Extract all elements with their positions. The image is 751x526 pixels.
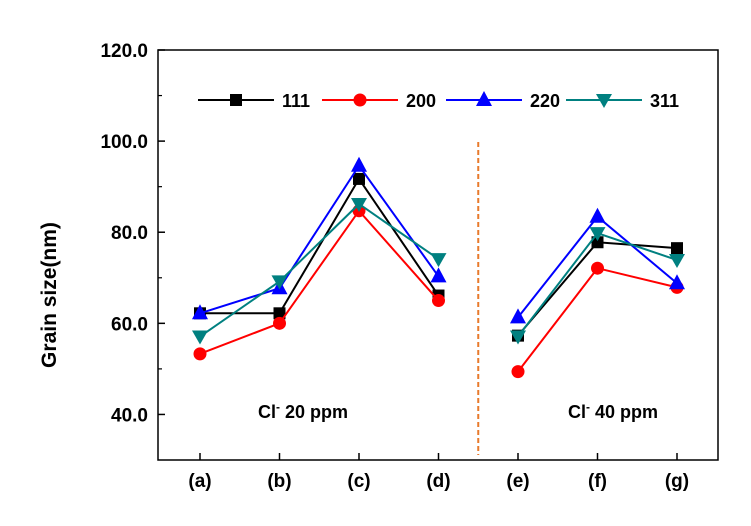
point-311 [271, 275, 288, 290]
point-220 [669, 274, 685, 290]
point-111 [273, 307, 286, 320]
point-220 [476, 91, 492, 106]
point-220 [351, 156, 367, 172]
point-311 [351, 197, 367, 212]
y-tick-label: 80.0 [111, 223, 148, 244]
point-200 [273, 316, 286, 330]
line-200 [517, 267, 678, 373]
legend-item-200: 200 [322, 91, 436, 111]
point-220 [430, 267, 447, 283]
x-tick-label: (c) [347, 471, 370, 492]
x-tick-label: (g) [665, 471, 689, 492]
y-tick-label: 40.0 [111, 405, 148, 426]
point-220 [589, 207, 606, 223]
point-220 [510, 308, 526, 324]
point-311 [510, 330, 526, 345]
point-311 [192, 330, 208, 345]
point-111 [591, 236, 604, 249]
legend-label: 111 [282, 91, 310, 111]
point-220 [192, 304, 208, 320]
point-200 [193, 347, 207, 361]
x-tick-label: (b) [267, 471, 291, 492]
line-111 [200, 177, 440, 315]
x-tick-label: (d) [426, 471, 450, 492]
legend-label: 200 [406, 91, 436, 111]
legend-item-111: 111 [198, 91, 310, 111]
point-311 [589, 227, 606, 242]
point-311 [430, 253, 447, 268]
point-200 [432, 294, 445, 308]
point-111 [671, 242, 683, 255]
y-axis-label: Grain size(nm) [38, 222, 61, 368]
y-tick-label: 120.0 [100, 41, 148, 62]
y-tick-label: 60.0 [111, 314, 148, 335]
line-200 [199, 209, 440, 355]
series-311 [192, 197, 685, 345]
x-tick-label: (e) [506, 471, 529, 492]
x-tick-label: (a) [188, 471, 211, 492]
point-111 [353, 172, 365, 185]
point-200 [353, 93, 367, 107]
series-220 [192, 156, 685, 324]
legend-item-311: 311 [566, 91, 679, 111]
legend-item-220: 220 [446, 91, 560, 111]
legend-label: 220 [530, 91, 560, 111]
annotation: Cl- 40 ppm [568, 400, 658, 422]
annotation: Cl- 20 ppm [258, 400, 348, 422]
point-311 [596, 94, 612, 108]
point-200 [511, 365, 525, 379]
line-111 [517, 241, 678, 337]
line-311 [517, 231, 678, 338]
line-220 [199, 163, 440, 315]
x-tick-label: (f) [588, 471, 607, 492]
y-tick-label: 100.0 [100, 132, 148, 153]
legend-label: 311 [650, 91, 679, 111]
line-311 [199, 202, 440, 338]
point-311 [669, 254, 685, 269]
point-111 [230, 94, 242, 106]
point-200 [591, 261, 604, 275]
